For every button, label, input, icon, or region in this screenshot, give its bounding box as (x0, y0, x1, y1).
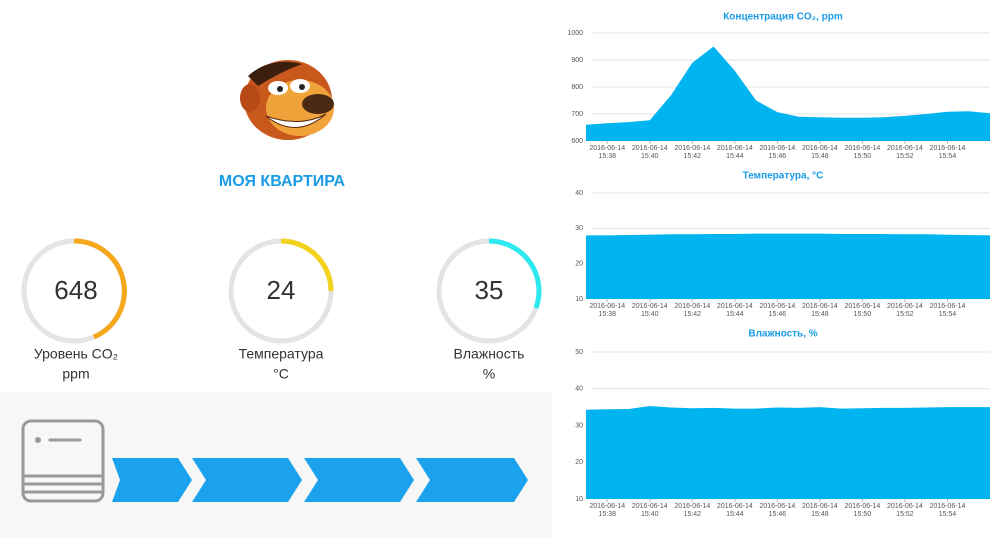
x-tick-label: 2016-06-14 15:46 (759, 503, 796, 518)
gauge-label: Температура (239, 346, 324, 362)
y-tick-label: 1000 (567, 30, 583, 37)
x-tick-label: 2016-06-14 15:38 (589, 503, 626, 518)
x-tick-label: 2016-06-14 15:44 (716, 503, 753, 518)
area (586, 233, 990, 299)
y-tick-label: 20 (575, 459, 583, 466)
y-tick-label: 50 (575, 349, 583, 356)
x-tick-label: 2016-06-14 15:38 (589, 145, 626, 160)
x-tick-label: 2016-06-14 15:50 (844, 503, 881, 518)
y-tick-label: 800 (571, 84, 583, 91)
avatar (240, 60, 334, 140)
gauge-value: 648 (54, 275, 97, 305)
x-tick-label: 2016-06-14 15:44 (716, 303, 753, 318)
home-title: МОЯ КВАРТИРА (219, 173, 346, 190)
y-tick-label: 30 (575, 225, 583, 232)
gauge-label: Влажность (454, 346, 525, 362)
x-tick-label: 2016-06-14 15:38 (589, 303, 626, 318)
x-tick-label: 2016-06-14 15:52 (887, 145, 923, 160)
x-tick-label: 2016-06-14 15:50 (844, 145, 881, 160)
x-tick-label: 2016-06-14 15:40 (631, 503, 668, 518)
area (586, 406, 990, 499)
y-tick-label: 20 (575, 261, 583, 268)
gauge-label: Уровень CO₂ (34, 346, 118, 362)
device-icon (21, 419, 105, 503)
gauge-unit: % (483, 366, 495, 382)
x-tick-label: 2016-06-14 15:46 (759, 145, 796, 160)
y-tick-label: 10 (575, 496, 583, 503)
chart-title: Влажность, % (748, 329, 817, 340)
gauge-ring (21, 238, 542, 344)
x-tick-label: 2016-06-14 15:40 (631, 303, 668, 318)
x-tick-label: 2016-06-14 15:48 (801, 503, 838, 518)
x-tick-label: 2016-06-14 15:52 (887, 303, 923, 318)
x-tick-label: 2016-06-14 15:54 (929, 503, 966, 518)
y-tick-label: 10 (575, 296, 583, 303)
area (586, 46, 990, 141)
gauge-unit: °C (273, 366, 289, 382)
flow-arrows (112, 458, 528, 502)
y-tick-label: 900 (571, 57, 583, 64)
x-tick-label: 2016-06-14 15:48 (801, 303, 838, 318)
gauge-value: 24 (267, 275, 296, 305)
x-tick-label: 2016-06-14 15:42 (674, 303, 711, 318)
chart-title: Концентрация CO₂, ppm (723, 12, 843, 23)
gauge-unit: ppm (62, 366, 89, 382)
y-tick-label: 30 (575, 422, 583, 429)
y-tick-label: 600 (571, 138, 583, 145)
x-tick-label: 2016-06-14 15:42 (674, 145, 711, 160)
x-tick-label: 2016-06-14 15:48 (801, 145, 838, 160)
y-tick-label: 40 (575, 190, 583, 197)
x-tick-label: 2016-06-14 15:46 (759, 303, 796, 318)
y-tick-label: 40 (575, 386, 583, 393)
x-tick-label: 2016-06-14 15:50 (844, 303, 881, 318)
chart-title: Температура, °C (743, 171, 824, 182)
gauge-value: 35 (475, 275, 504, 305)
charts: Концентрация CO₂, ppm 600 700 800 900 1000 Тем… (567, 12, 990, 503)
x-tick-label: 2016-06-14 15:44 (716, 145, 753, 160)
x-tick-label: 2016-06-14 15:52 (887, 503, 923, 518)
x-tick-label: 2016-06-14 15:54 (929, 303, 966, 318)
y-tick-label: 700 (571, 111, 583, 118)
x-tick-label: 2016-06-14 15:42 (674, 503, 711, 518)
x-tick-label: 2016-06-14 15:40 (631, 145, 668, 160)
x-tick-label: 2016-06-14 15:54 (929, 145, 966, 160)
